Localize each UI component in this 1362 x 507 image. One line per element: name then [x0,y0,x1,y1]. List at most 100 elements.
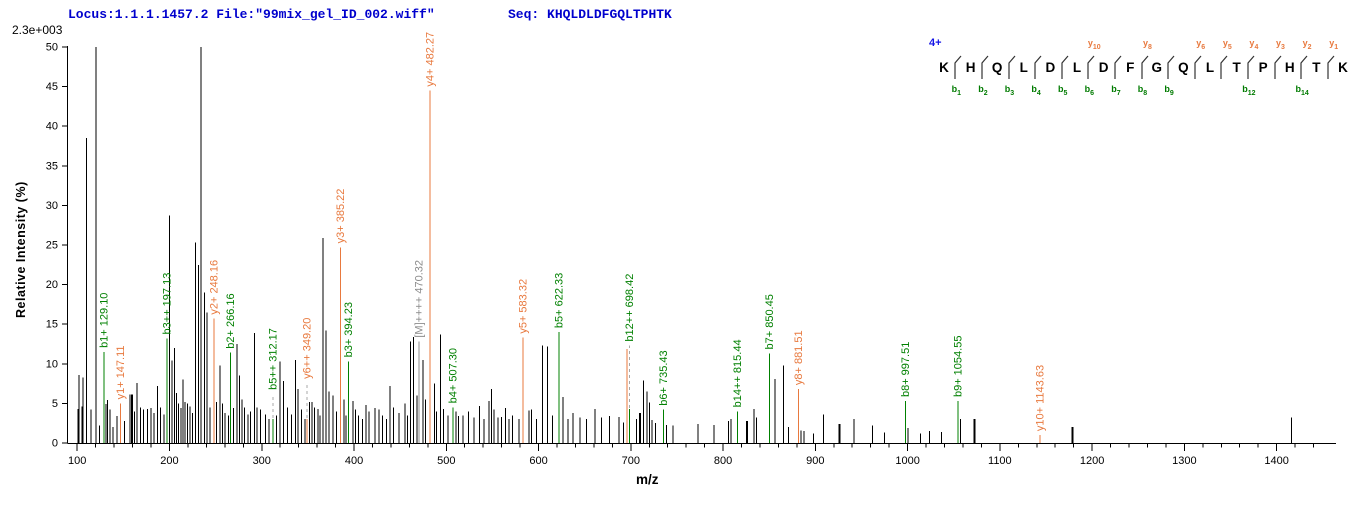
y-ion-label: y2 [1302,38,1312,51]
fragment-divider [1327,55,1335,79]
peak-label: b2+ 266.16 [225,293,237,348]
y-axis-tick-label: 50 [46,42,58,54]
x-axis-tick-label: 300 [253,455,271,467]
residue: Q [1178,60,1189,75]
x-axis-title: m/z [636,472,659,487]
y-axis-tick-label: 40 [46,121,58,133]
residue: L [1072,60,1082,75]
fragment-divider [1220,55,1228,79]
x-axis-tick-label: 1100 [988,455,1012,467]
fragment-divider [1034,55,1042,79]
b-ion-label: b12 [1242,84,1256,97]
y-ion-label: y10 [1087,38,1101,51]
b-ion-label: b4 [1031,84,1041,97]
seq-label: Seq: [508,7,540,22]
peak-label: b14++ 815.44 [732,339,744,407]
x-axis-tick-label: 1400 [1264,455,1288,467]
x-axis-tick-label: 1000 [895,455,919,467]
y-axis-tick-label: 20 [46,279,58,291]
b-ion-label: b8 [1137,84,1148,97]
fragment-divider [1167,55,1175,79]
peak-label: b9+ 1054.55 [952,336,964,397]
b-ion-label: b7 [1111,84,1121,97]
peptide-sequence: KHQLDLDFGQLTPHTK [547,7,672,22]
peak-label: y5+ 583.32 [518,279,530,334]
y-axis-tick-label: 35 [46,160,58,172]
peak-label: y8+ 881.51 [793,330,805,385]
fragment-divider [1247,55,1255,79]
fragment-divider [1273,55,1281,79]
sequence-header: Seq: KHQLDLDFGQLTPHTK [508,7,672,22]
peak-label: b12++ 698.42 [624,274,636,342]
y-ion-label: y3 [1276,38,1285,51]
residue: K [1338,60,1348,75]
precursor-charge: 4+ [929,37,942,49]
x-axis-tick-label: 1300 [1172,455,1196,467]
peak-label: b3++ 197.13 [161,273,173,335]
residue: H [965,60,976,75]
x-axis-tick-label: 1200 [1080,455,1104,467]
fragment-divider [1300,55,1308,79]
residue: K [939,60,949,75]
x-axis-tick-label: 500 [437,455,455,467]
x-axis-tick-label: 100 [68,455,86,467]
b-ion-label: b9 [1164,84,1174,97]
x-axis-tick-label: 200 [160,455,178,467]
y-ion-label: y4 [1249,38,1259,51]
x-axis-tick-label: 400 [345,455,363,467]
base-peak-intensity: 2.3e+003 [12,23,63,37]
peak-label: b5++ 312.17 [268,328,280,390]
peak-label: b6+ 735.43 [658,350,670,405]
peak-label: y3+ 385.22 [335,189,347,244]
x-axis-tick-label: 900 [806,455,824,467]
fragment-divider [1140,55,1148,79]
y-axis-tick-label: 5 [52,398,58,410]
b-ion-label: b1 [951,84,961,97]
b-ion-label: b3 [1004,84,1015,97]
y-axis-tick-label: 15 [46,319,58,331]
x-axis-tick-label: 700 [622,455,640,467]
peak-label: [M]++++ 470.32 [413,260,425,338]
fragment-divider [1061,55,1069,79]
fragment-divider [1087,55,1095,79]
peak-label: b1+ 129.10 [99,293,111,348]
y-ion-label: y8 [1143,38,1152,51]
residue: L [1205,60,1215,75]
peak-label: y2+ 248.16 [208,260,220,315]
residue: G [1151,60,1163,75]
fragment-divider [981,55,989,79]
b-ion-label: b14 [1295,84,1309,97]
residue: Q [991,60,1003,75]
fragment-divider [1194,55,1202,79]
peak-label: y1+ 147.11 [115,345,127,399]
residue: D [1045,60,1056,75]
residue: L [1019,60,1028,75]
y-axis-tick-label: 30 [46,200,58,212]
x-axis-tick-label: 600 [529,455,547,467]
residue: T [1232,60,1241,75]
peak-label: b7+ 850.45 [764,294,776,349]
y-axis-tick-label: 0 [52,438,58,450]
y-ion-label: y5 [1222,38,1232,51]
peak-label: b8+ 997.51 [900,342,912,397]
residue: P [1258,60,1268,75]
y-ion-label: y1 [1329,38,1339,51]
peak-label: y4+ 482.27 [424,32,436,87]
b-ion-label: b2 [978,84,988,97]
peak-label: b3+ 394.23 [343,302,355,357]
locus-file-header: Locus:1.1.1.1457.2 File:"99mix_gel_ID_00… [68,7,435,22]
peak-label: y6++ 349.20 [302,318,314,379]
x-axis-tick-label: 800 [714,455,732,467]
fragment-divider [954,55,962,79]
residue: F [1126,60,1135,75]
peak-label: b5+ 622.33 [554,273,566,328]
b-ion-label: b5 [1057,84,1068,97]
y-axis-tick-label: 10 [46,358,58,370]
residue: H [1284,60,1295,75]
y-axis-tick-label: 25 [46,240,58,252]
b-ion-label: b6 [1084,84,1094,97]
fragment-divider [1114,55,1122,79]
